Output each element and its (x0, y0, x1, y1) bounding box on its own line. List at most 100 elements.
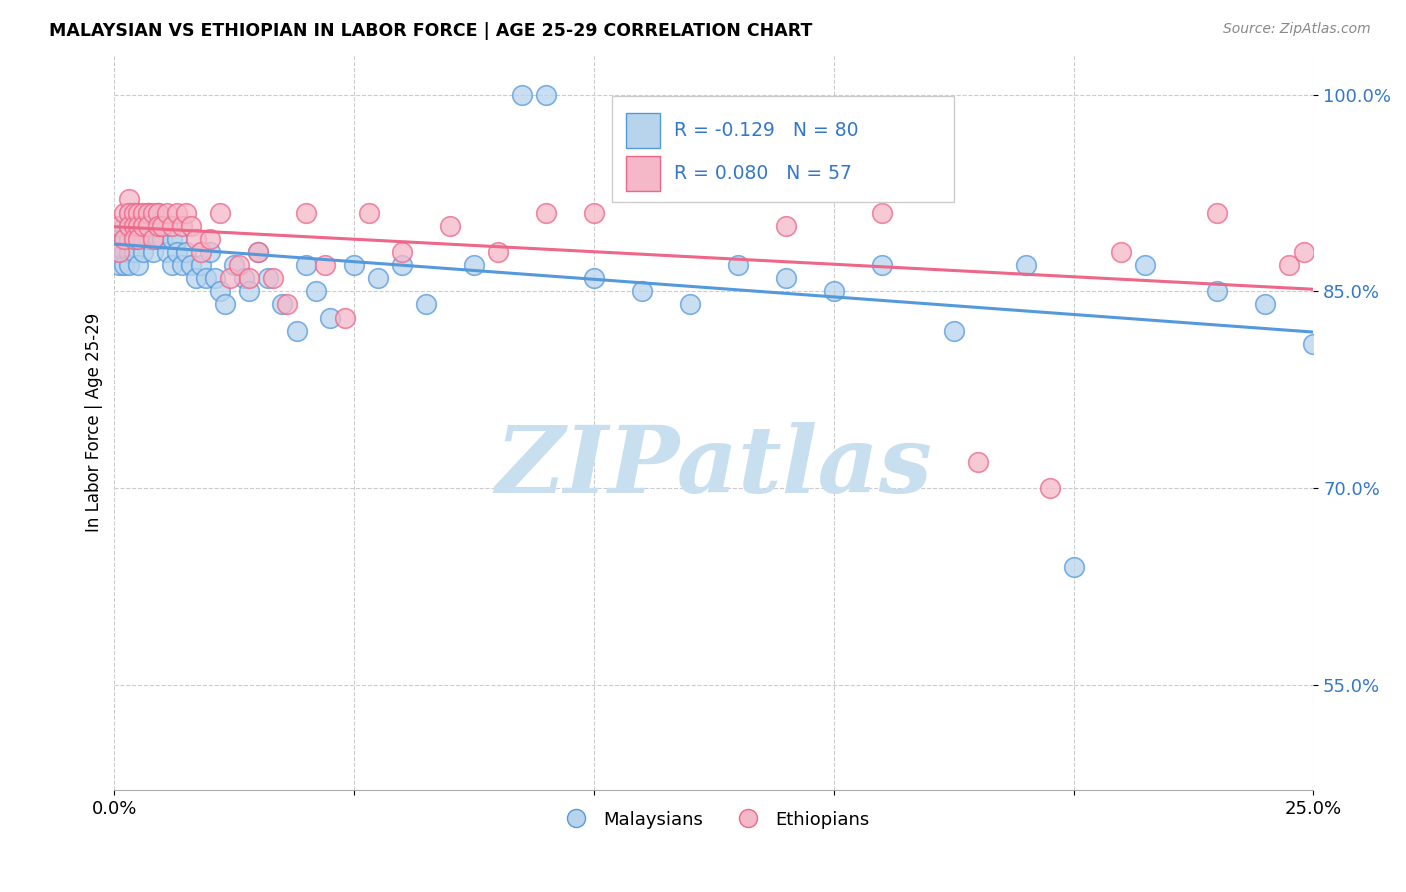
Point (122, 232, 145, 246)
Point (127, 219, 149, 233)
Point (180, 258, 202, 272)
Point (127, 205, 149, 219)
Point (150, 219, 173, 233)
Point (118, 232, 141, 246)
Point (122, 244, 145, 259)
Point (238, 271, 260, 285)
Point (108, 244, 131, 259)
Point (276, 297, 298, 311)
Point (391, 258, 413, 272)
Point (112, 205, 135, 219)
Point (343, 258, 366, 272)
Point (238, 285, 260, 299)
Point (333, 310, 356, 325)
Point (150, 232, 173, 246)
Point (200, 232, 222, 246)
Point (127, 219, 149, 233)
Point (679, 297, 702, 311)
Point (108, 244, 131, 259)
Bar (626, 156, 659, 191)
Point (127, 232, 149, 246)
Point (170, 219, 193, 233)
Point (166, 232, 188, 246)
Point (122, 219, 145, 233)
Point (142, 244, 165, 259)
Point (1111, 244, 1133, 259)
Text: MALAYSIAN VS ETHIOPIAN IN LABOR FORCE | AGE 25-29 CORRELATION CHART: MALAYSIAN VS ETHIOPIAN IN LABOR FORCE | … (49, 22, 813, 40)
Point (166, 244, 188, 259)
Point (247, 244, 270, 259)
Point (257, 271, 280, 285)
Point (146, 219, 169, 233)
Point (160, 232, 183, 246)
Point (142, 205, 165, 219)
Point (127, 205, 149, 219)
Point (127, 258, 149, 272)
Point (314, 258, 336, 272)
Point (112, 232, 135, 246)
Point (118, 205, 141, 219)
Point (208, 205, 231, 219)
Point (1278, 258, 1301, 272)
Point (679, 140, 702, 154)
Point (132, 232, 155, 246)
Point (486, 244, 509, 259)
Bar (612, 95, 953, 202)
Point (1014, 258, 1036, 272)
Point (391, 244, 413, 259)
Point (127, 232, 149, 246)
Point (142, 232, 165, 246)
Point (534, 87, 557, 102)
Point (146, 205, 169, 219)
Point (112, 258, 135, 272)
Point (1135, 258, 1157, 272)
Point (160, 219, 183, 233)
Point (1292, 244, 1315, 259)
Bar (626, 113, 659, 148)
Text: R = 0.080   N = 57: R = 0.080 N = 57 (675, 164, 852, 183)
Point (122, 205, 145, 219)
Point (194, 271, 217, 285)
Point (775, 271, 797, 285)
Point (190, 258, 212, 272)
Text: Source: ZipAtlas.com: Source: ZipAtlas.com (1223, 22, 1371, 37)
Point (132, 244, 155, 259)
Point (415, 297, 437, 311)
Point (1254, 297, 1277, 311)
Point (204, 271, 226, 285)
Point (439, 219, 461, 233)
Point (160, 258, 183, 272)
Point (357, 205, 380, 219)
Legend: Malaysians, Ethiopians: Malaysians, Ethiopians (551, 804, 877, 836)
Point (262, 271, 284, 285)
Point (166, 205, 188, 219)
Point (122, 205, 145, 219)
Point (1302, 336, 1324, 351)
Point (775, 219, 797, 233)
Point (190, 244, 212, 259)
Point (170, 258, 193, 272)
Point (108, 258, 131, 272)
Text: R = -0.129   N = 80: R = -0.129 N = 80 (675, 121, 859, 140)
Point (823, 285, 845, 299)
Point (118, 244, 141, 259)
Point (631, 127, 654, 141)
Point (582, 205, 605, 219)
Point (136, 232, 159, 246)
Point (142, 219, 165, 233)
Point (132, 219, 155, 233)
Point (150, 219, 173, 233)
Point (108, 219, 131, 233)
Point (966, 455, 988, 469)
Point (122, 219, 145, 233)
Point (136, 219, 159, 233)
Point (118, 219, 141, 233)
Point (870, 258, 893, 272)
Point (218, 271, 240, 285)
Point (942, 324, 965, 338)
Point (118, 258, 141, 272)
Point (295, 205, 318, 219)
Point (1206, 205, 1229, 219)
Point (247, 244, 270, 259)
Point (208, 285, 231, 299)
